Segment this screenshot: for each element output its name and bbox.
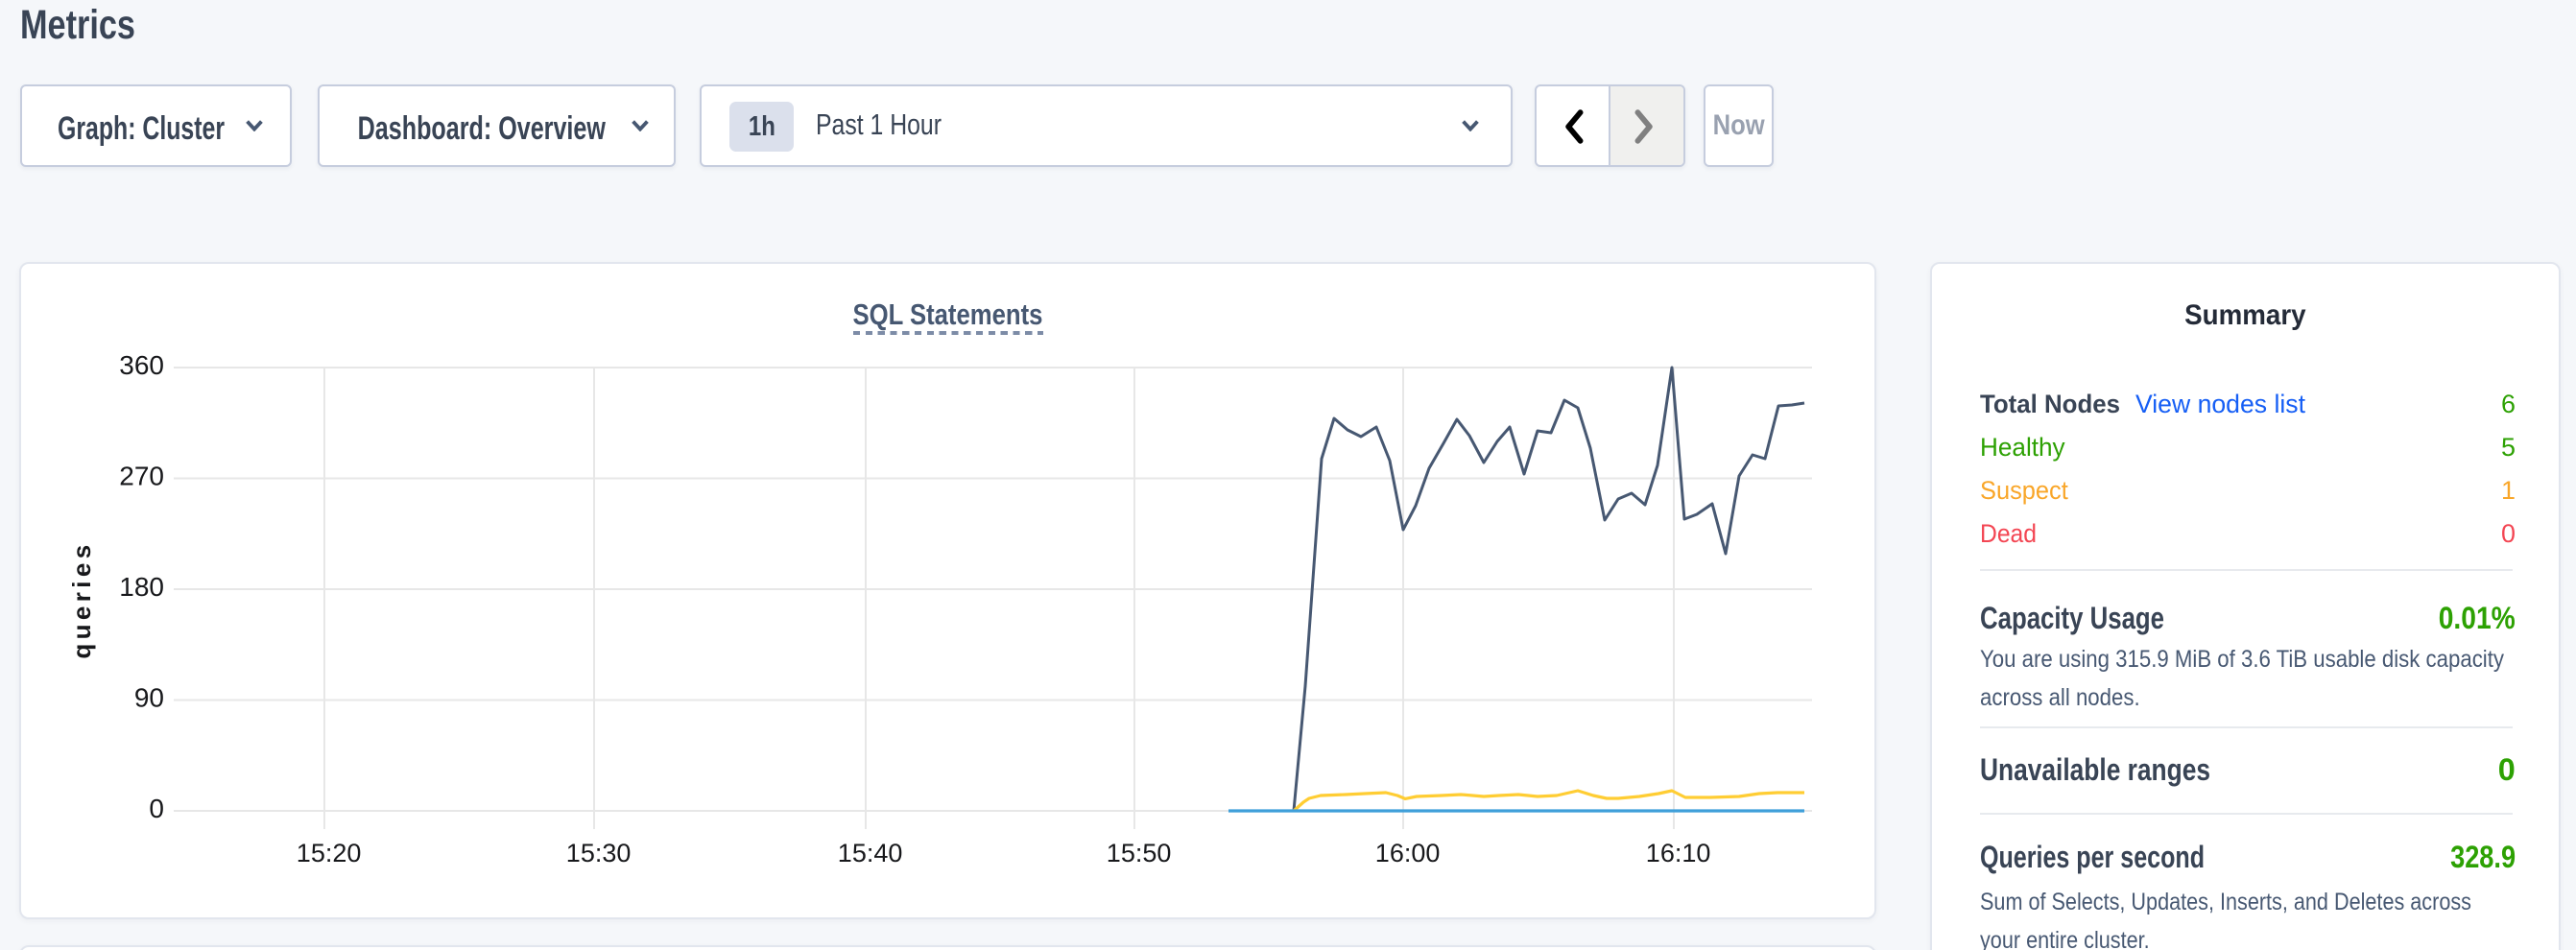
svg-text:90: 90 [134,683,164,713]
svg-text:0: 0 [149,794,164,823]
svg-text:queries: queries [67,540,96,658]
svg-text:180: 180 [119,572,164,602]
svg-text:270: 270 [119,462,164,491]
svg-text:15:50: 15:50 [1107,839,1172,867]
svg-text:15:40: 15:40 [838,839,903,867]
svg-text:16:00: 16:00 [1375,839,1441,867]
svg-text:15:20: 15:20 [297,839,362,867]
svg-text:15:30: 15:30 [566,839,632,867]
svg-text:16:10: 16:10 [1646,839,1711,867]
svg-text:360: 360 [119,350,164,380]
